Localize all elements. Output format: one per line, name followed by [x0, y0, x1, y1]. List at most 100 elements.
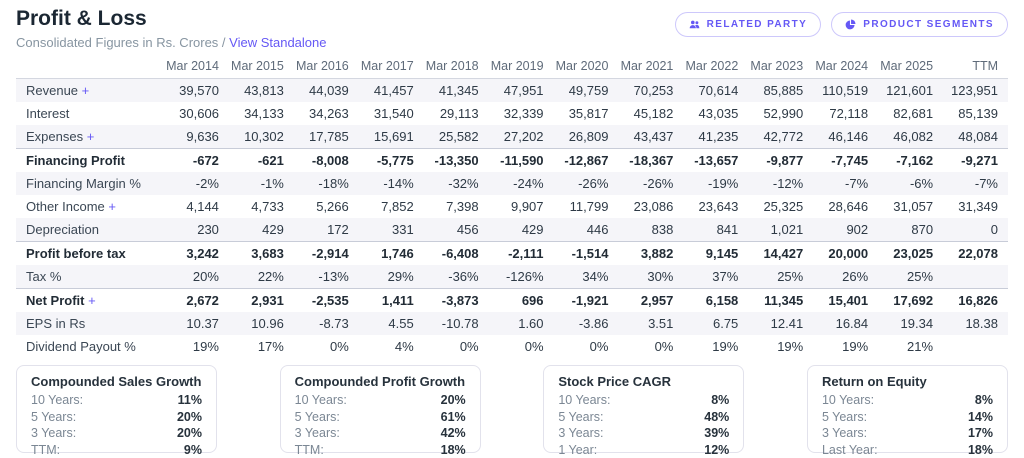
product-segments-button[interactable]: PRODUCT SEGMENTS	[831, 12, 1008, 37]
cell-value: 870	[878, 218, 943, 242]
cell-value: 0%	[554, 335, 619, 358]
cell-value: 31,540	[359, 102, 424, 125]
cell-value: 121,601	[878, 79, 943, 103]
card-row-value: 18%	[968, 442, 993, 458]
row-label: Dividend Payout %	[16, 335, 164, 358]
cell-value: 429	[229, 218, 294, 242]
cell-value: 19.34	[878, 312, 943, 335]
cell-value: -13%	[294, 265, 359, 289]
cell-value: 902	[813, 218, 878, 242]
cell-value: 85,139	[943, 102, 1008, 125]
cell-value: 23,643	[683, 195, 748, 218]
cell-value: 35,817	[554, 102, 619, 125]
related-party-button[interactable]: RELATED PARTY	[675, 12, 822, 37]
cell-value: -672	[164, 149, 229, 173]
year-column-header: Mar 2015	[229, 54, 294, 79]
users-icon	[689, 19, 700, 30]
cell-value: 44,039	[294, 79, 359, 103]
year-column-header: Mar 2018	[424, 54, 489, 79]
cell-value: 2,931	[229, 289, 294, 313]
cell-value: 52,990	[748, 102, 813, 125]
card-row-value: 20%	[177, 425, 202, 442]
cell-value: 6.75	[683, 312, 748, 335]
cell-value: 45,182	[618, 102, 683, 125]
cell-value: 2,672	[164, 289, 229, 313]
cell-value: 23,025	[878, 242, 943, 266]
card-row-value: 42%	[441, 425, 466, 442]
cell-value: 49,759	[554, 79, 619, 103]
cell-value: 28,646	[813, 195, 878, 218]
cell-value: -2%	[164, 172, 229, 195]
cell-value: 20%	[164, 265, 229, 289]
cell-value: 429	[489, 218, 554, 242]
page-title: Profit & Loss	[16, 6, 327, 32]
cell-value: 9,907	[489, 195, 554, 218]
cell-value: 21%	[878, 335, 943, 358]
cell-value: -2,914	[294, 242, 359, 266]
cell-value: -6,408	[424, 242, 489, 266]
row-label[interactable]: Expenses +	[16, 125, 164, 149]
cell-value: -26%	[618, 172, 683, 195]
cell-value: 696	[489, 289, 554, 313]
cell-value: -12%	[748, 172, 813, 195]
cell-value: 4%	[359, 335, 424, 358]
card-row: 3 Years:17%	[822, 425, 993, 442]
cell-value: 3.51	[618, 312, 683, 335]
cell-value: -26%	[554, 172, 619, 195]
cell-value: 4,733	[229, 195, 294, 218]
row-label[interactable]: Revenue +	[16, 79, 164, 103]
cell-value: -3.86	[554, 312, 619, 335]
card-row-label: 5 Years:	[822, 409, 867, 426]
table-row: Financing Profit-672-621-8,008-5,775-13,…	[16, 149, 1008, 173]
cell-value: 15,691	[359, 125, 424, 149]
card-row-value: 20%	[441, 392, 466, 409]
cell-value: 17,692	[878, 289, 943, 313]
cell-value: 70,253	[618, 79, 683, 103]
cell-value: 5,266	[294, 195, 359, 218]
row-label: Depreciation	[16, 218, 164, 242]
cell-value	[943, 335, 1008, 358]
cell-value: -1,921	[554, 289, 619, 313]
row-label[interactable]: Other Income +	[16, 195, 164, 218]
year-column-header: Mar 2025	[878, 54, 943, 79]
card-row-value: 17%	[968, 425, 993, 442]
card-title: Compounded Sales Growth	[31, 374, 202, 389]
row-label[interactable]: Net Profit +	[16, 289, 164, 313]
cell-value: 19%	[164, 335, 229, 358]
cell-value: -36%	[424, 265, 489, 289]
cell-value: 29,113	[424, 102, 489, 125]
cell-value: 838	[618, 218, 683, 242]
cell-value: -10.78	[424, 312, 489, 335]
cell-value: -18%	[294, 172, 359, 195]
cell-value: -32%	[424, 172, 489, 195]
expand-icon: +	[85, 293, 96, 308]
cell-value: 3,882	[618, 242, 683, 266]
cell-value: -11,590	[489, 149, 554, 173]
expand-icon: +	[78, 83, 89, 98]
card-row-value: 18%	[441, 442, 466, 458]
cell-value: 1,746	[359, 242, 424, 266]
view-standalone-link[interactable]: View Standalone	[229, 35, 326, 50]
cell-value: 19%	[813, 335, 878, 358]
year-column-header: Mar 2019	[489, 54, 554, 79]
subtitle-text: Consolidated Figures in Rs. Crores /	[16, 35, 226, 50]
cell-value: 42,772	[748, 125, 813, 149]
card-row-value: 8%	[975, 392, 993, 409]
cell-value: 37%	[683, 265, 748, 289]
card-row: 3 Years:42%	[295, 425, 466, 442]
cell-value: 11,345	[748, 289, 813, 313]
cell-value: 46,146	[813, 125, 878, 149]
cell-value: 41,235	[683, 125, 748, 149]
year-column-header: Mar 2022	[683, 54, 748, 79]
cell-value: -18,367	[618, 149, 683, 173]
cell-value: 14,427	[748, 242, 813, 266]
